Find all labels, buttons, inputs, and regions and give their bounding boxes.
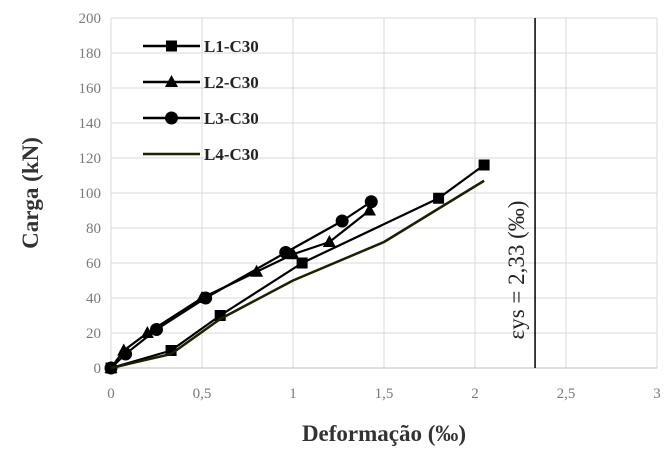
legend-label: L2-C30 — [204, 73, 259, 92]
legend-label: L1-C30 — [204, 37, 259, 56]
yield-strain-label: εys = 2,33 (‰) — [504, 201, 529, 340]
x-tick-label: 2 — [471, 386, 479, 402]
series-L4-C30 — [110, 179, 485, 370]
series-L3-C30 — [104, 195, 378, 375]
legend-item-L2-C30: L2-C30 — [143, 73, 259, 92]
series-line — [110, 209, 371, 369]
y-tick-label: 180 — [79, 46, 102, 62]
y-tick-label: 20 — [86, 326, 101, 342]
y-tick-label: 0 — [94, 361, 102, 377]
data-point — [335, 214, 349, 228]
y-tick-label: 120 — [79, 151, 102, 167]
y-tick-label: 160 — [79, 81, 102, 97]
legend-item-L1-C30: L1-C30 — [143, 37, 259, 56]
legend: L1-C30 L2-C30 L3-C30 L4-C30 — [143, 37, 259, 164]
y-tick-label: 40 — [86, 291, 101, 307]
data-point — [322, 235, 336, 247]
legend-label: L4-C30 — [204, 145, 259, 164]
legend-marker — [166, 40, 177, 52]
y-tick-label: 60 — [86, 256, 101, 272]
series-line — [110, 179, 485, 370]
data-point — [362, 203, 376, 216]
legend-item-L3-C30: L3-C30 — [143, 109, 259, 128]
series-line — [110, 164, 485, 370]
legend-marker — [165, 111, 178, 125]
y-tick-label: 200 — [79, 11, 102, 27]
series-L1-C30 — [105, 159, 490, 374]
data-point — [199, 291, 213, 305]
y-axis-title: Carga (kN) — [18, 137, 43, 249]
tick-labels: 0 20 40 60 80 100 120 140 160 180 200 0 0,5 1 1,5 2 2,5 3 — [79, 11, 661, 402]
x-tick-label: 3 — [653, 386, 661, 402]
data-point — [165, 345, 177, 356]
data-point — [150, 323, 163, 336]
data-point — [296, 257, 308, 269]
legend-item-L4-C30: L4-C30 — [143, 145, 259, 164]
x-tick-label: 1,5 — [375, 386, 394, 402]
x-tick-label: 2,5 — [557, 386, 576, 402]
y-tick-label: 140 — [79, 116, 102, 132]
data-point — [250, 264, 264, 277]
data-point — [364, 195, 378, 209]
data-point — [279, 246, 293, 259]
x-tick-label: 0,5 — [193, 386, 212, 402]
x-tick-label: 1 — [289, 386, 297, 402]
series-layer — [104, 159, 490, 375]
data-point — [433, 192, 445, 204]
data-point — [214, 310, 226, 321]
grid — [110, 17, 658, 369]
x-axis-title: Deformação (‰) — [302, 421, 466, 446]
legend-marker — [165, 75, 178, 87]
legend-label: L3-C30 — [204, 109, 259, 128]
y-tick-label: 80 — [86, 221, 101, 237]
y-tick-label: 100 — [79, 186, 102, 202]
data-point — [119, 347, 133, 361]
series-L2-C30 — [104, 203, 376, 373]
data-point — [478, 159, 490, 171]
series-line — [110, 200, 372, 369]
x-tick-label: 0 — [107, 386, 115, 402]
annotation-layer: εys = 2,33 (‰) — [504, 18, 536, 368]
